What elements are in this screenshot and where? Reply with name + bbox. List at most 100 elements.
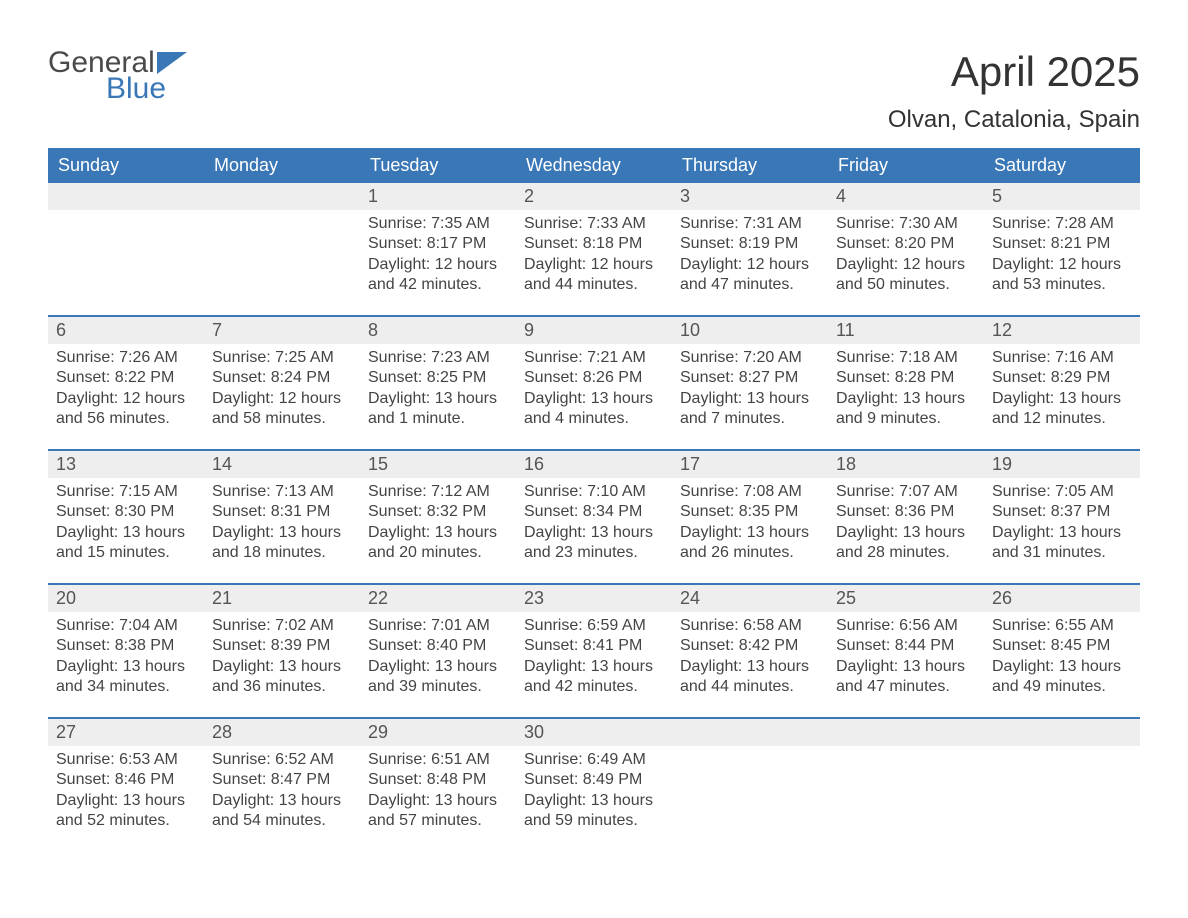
day-number: 11 bbox=[828, 317, 984, 344]
day-cell: 15Sunrise: 7:12 AMSunset: 8:32 PMDayligh… bbox=[360, 451, 516, 583]
day-cell bbox=[204, 183, 360, 315]
daylight-text: Daylight: 12 hours and 56 minutes. bbox=[56, 389, 196, 430]
day-body: Sunrise: 7:26 AMSunset: 8:22 PMDaylight:… bbox=[48, 344, 204, 438]
day-cell: 30Sunrise: 6:49 AMSunset: 8:49 PMDayligh… bbox=[516, 719, 672, 851]
day-cell: 25Sunrise: 6:56 AMSunset: 8:44 PMDayligh… bbox=[828, 585, 984, 717]
day-body: Sunrise: 6:55 AMSunset: 8:45 PMDaylight:… bbox=[984, 612, 1140, 706]
sunset-text: Sunset: 8:46 PM bbox=[56, 770, 196, 790]
day-of-week-cell: Wednesday bbox=[516, 148, 672, 183]
day-body: Sunrise: 7:07 AMSunset: 8:36 PMDaylight:… bbox=[828, 478, 984, 572]
day-number: 4 bbox=[828, 183, 984, 210]
day-number: 3 bbox=[672, 183, 828, 210]
day-body: Sunrise: 7:16 AMSunset: 8:29 PMDaylight:… bbox=[984, 344, 1140, 438]
day-cell bbox=[48, 183, 204, 315]
day-cell: 14Sunrise: 7:13 AMSunset: 8:31 PMDayligh… bbox=[204, 451, 360, 583]
daylight-text: Daylight: 13 hours and 42 minutes. bbox=[524, 657, 664, 698]
day-body: Sunrise: 6:49 AMSunset: 8:49 PMDaylight:… bbox=[516, 746, 672, 840]
day-number: 28 bbox=[204, 719, 360, 746]
day-body: Sunrise: 7:02 AMSunset: 8:39 PMDaylight:… bbox=[204, 612, 360, 706]
day-cell bbox=[984, 719, 1140, 851]
daylight-text: Daylight: 13 hours and 36 minutes. bbox=[212, 657, 352, 698]
sunrise-text: Sunrise: 7:30 AM bbox=[836, 214, 976, 234]
day-body: Sunrise: 6:53 AMSunset: 8:46 PMDaylight:… bbox=[48, 746, 204, 840]
day-body: Sunrise: 7:18 AMSunset: 8:28 PMDaylight:… bbox=[828, 344, 984, 438]
sunrise-text: Sunrise: 6:49 AM bbox=[524, 750, 664, 770]
day-body: Sunrise: 7:33 AMSunset: 8:18 PMDaylight:… bbox=[516, 210, 672, 304]
sunset-text: Sunset: 8:26 PM bbox=[524, 368, 664, 388]
day-number: 19 bbox=[984, 451, 1140, 478]
sunrise-text: Sunrise: 7:20 AM bbox=[680, 348, 820, 368]
daylight-text: Daylight: 13 hours and 23 minutes. bbox=[524, 523, 664, 564]
sunrise-text: Sunrise: 7:31 AM bbox=[680, 214, 820, 234]
day-number: 14 bbox=[204, 451, 360, 478]
day-number: 17 bbox=[672, 451, 828, 478]
sunrise-text: Sunrise: 7:10 AM bbox=[524, 482, 664, 502]
sunset-text: Sunset: 8:19 PM bbox=[680, 234, 820, 254]
day-number: 8 bbox=[360, 317, 516, 344]
sunrise-text: Sunrise: 7:05 AM bbox=[992, 482, 1132, 502]
daylight-text: Daylight: 13 hours and 28 minutes. bbox=[836, 523, 976, 564]
day-cell: 3Sunrise: 7:31 AMSunset: 8:19 PMDaylight… bbox=[672, 183, 828, 315]
day-cell: 23Sunrise: 6:59 AMSunset: 8:41 PMDayligh… bbox=[516, 585, 672, 717]
calendar: SundayMondayTuesdayWednesdayThursdayFrid… bbox=[48, 148, 1140, 851]
day-body: Sunrise: 7:15 AMSunset: 8:30 PMDaylight:… bbox=[48, 478, 204, 572]
daylight-text: Daylight: 13 hours and 57 minutes. bbox=[368, 791, 508, 832]
day-cell: 29Sunrise: 6:51 AMSunset: 8:48 PMDayligh… bbox=[360, 719, 516, 851]
daylight-text: Daylight: 13 hours and 47 minutes. bbox=[836, 657, 976, 698]
day-cell: 4Sunrise: 7:30 AMSunset: 8:20 PMDaylight… bbox=[828, 183, 984, 315]
day-number: 2 bbox=[516, 183, 672, 210]
day-body: Sunrise: 7:01 AMSunset: 8:40 PMDaylight:… bbox=[360, 612, 516, 706]
daylight-text: Daylight: 13 hours and 1 minute. bbox=[368, 389, 508, 430]
sunrise-text: Sunrise: 6:55 AM bbox=[992, 616, 1132, 636]
day-cell: 28Sunrise: 6:52 AMSunset: 8:47 PMDayligh… bbox=[204, 719, 360, 851]
day-cell bbox=[828, 719, 984, 851]
day-body: Sunrise: 7:08 AMSunset: 8:35 PMDaylight:… bbox=[672, 478, 828, 572]
day-number bbox=[204, 183, 360, 210]
day-number: 16 bbox=[516, 451, 672, 478]
day-cell: 9Sunrise: 7:21 AMSunset: 8:26 PMDaylight… bbox=[516, 317, 672, 449]
day-number bbox=[828, 719, 984, 746]
header-row: General Blue April 2025 Olvan, Catalonia… bbox=[48, 48, 1140, 134]
day-body: Sunrise: 6:52 AMSunset: 8:47 PMDaylight:… bbox=[204, 746, 360, 840]
day-cell: 13Sunrise: 7:15 AMSunset: 8:30 PMDayligh… bbox=[48, 451, 204, 583]
sunset-text: Sunset: 8:20 PM bbox=[836, 234, 976, 254]
location-subtitle: Olvan, Catalonia, Spain bbox=[888, 106, 1140, 134]
sunrise-text: Sunrise: 7:01 AM bbox=[368, 616, 508, 636]
day-number: 22 bbox=[360, 585, 516, 612]
logo-triangle-icon bbox=[157, 52, 187, 74]
daylight-text: Daylight: 13 hours and 12 minutes. bbox=[992, 389, 1132, 430]
day-cell: 11Sunrise: 7:18 AMSunset: 8:28 PMDayligh… bbox=[828, 317, 984, 449]
sunset-text: Sunset: 8:40 PM bbox=[368, 636, 508, 656]
sunrise-text: Sunrise: 7:25 AM bbox=[212, 348, 352, 368]
day-number: 30 bbox=[516, 719, 672, 746]
day-body: Sunrise: 7:21 AMSunset: 8:26 PMDaylight:… bbox=[516, 344, 672, 438]
daylight-text: Daylight: 13 hours and 39 minutes. bbox=[368, 657, 508, 698]
day-cell: 26Sunrise: 6:55 AMSunset: 8:45 PMDayligh… bbox=[984, 585, 1140, 717]
day-cell: 10Sunrise: 7:20 AMSunset: 8:27 PMDayligh… bbox=[672, 317, 828, 449]
day-body: Sunrise: 6:58 AMSunset: 8:42 PMDaylight:… bbox=[672, 612, 828, 706]
day-of-week-cell: Sunday bbox=[48, 148, 204, 183]
day-cell: 5Sunrise: 7:28 AMSunset: 8:21 PMDaylight… bbox=[984, 183, 1140, 315]
sunrise-text: Sunrise: 6:52 AM bbox=[212, 750, 352, 770]
day-number: 6 bbox=[48, 317, 204, 344]
day-body: Sunrise: 7:05 AMSunset: 8:37 PMDaylight:… bbox=[984, 478, 1140, 572]
day-cell: 16Sunrise: 7:10 AMSunset: 8:34 PMDayligh… bbox=[516, 451, 672, 583]
day-body: Sunrise: 7:35 AMSunset: 8:17 PMDaylight:… bbox=[360, 210, 516, 304]
day-number: 1 bbox=[360, 183, 516, 210]
day-body: Sunrise: 6:59 AMSunset: 8:41 PMDaylight:… bbox=[516, 612, 672, 706]
day-of-week-cell: Thursday bbox=[672, 148, 828, 183]
day-of-week-cell: Saturday bbox=[984, 148, 1140, 183]
daylight-text: Daylight: 12 hours and 42 minutes. bbox=[368, 255, 508, 296]
day-body bbox=[984, 746, 1140, 758]
daylight-text: Daylight: 13 hours and 49 minutes. bbox=[992, 657, 1132, 698]
logo-word-2: Blue bbox=[48, 74, 187, 104]
daylight-text: Daylight: 13 hours and 59 minutes. bbox=[524, 791, 664, 832]
day-body bbox=[672, 746, 828, 758]
daylight-text: Daylight: 13 hours and 52 minutes. bbox=[56, 791, 196, 832]
day-body bbox=[828, 746, 984, 758]
sunset-text: Sunset: 8:47 PM bbox=[212, 770, 352, 790]
sunset-text: Sunset: 8:48 PM bbox=[368, 770, 508, 790]
sunset-text: Sunset: 8:21 PM bbox=[992, 234, 1132, 254]
day-number: 13 bbox=[48, 451, 204, 478]
day-number: 27 bbox=[48, 719, 204, 746]
